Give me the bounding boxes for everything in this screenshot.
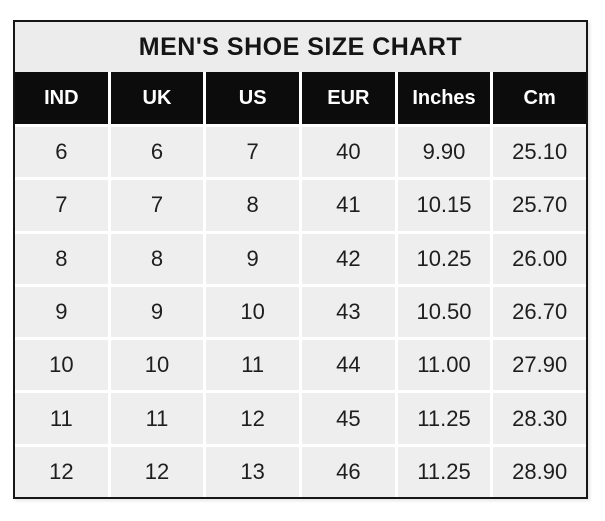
table-cell: 10 (15, 340, 108, 391)
table-cell: 45 (301, 393, 395, 444)
table-cell: 41 (301, 180, 395, 231)
table-cell: 12 (110, 446, 204, 497)
column-header-us: US (206, 72, 299, 124)
column-header-inches: Inches (397, 72, 491, 124)
column-header-ind: IND (15, 72, 108, 124)
table-cell: 40 (301, 127, 395, 178)
table-cell: 9 (206, 233, 299, 284)
table-cell: 8 (15, 233, 108, 284)
table-cell: 10 (110, 340, 204, 391)
table-cell: 8 (206, 180, 299, 231)
table-cell: 11 (15, 393, 108, 444)
table-cell: 13 (206, 446, 299, 497)
table-cell: 6 (15, 127, 108, 178)
table-cell: 28.30 (493, 393, 586, 444)
column-header-eur: EUR (301, 72, 395, 124)
table-cell: 7 (15, 180, 108, 231)
shoe-size-chart: MEN'S SHOE SIZE CHART IND UK US EUR Inches Cm… (13, 20, 588, 499)
table-cell: 43 (301, 286, 395, 338)
table-cell: 7 (110, 180, 204, 231)
table-cell: 11 (110, 393, 204, 444)
table-cell: 44 (301, 340, 395, 391)
table-cell: 25.70 (493, 180, 586, 231)
table-cell: 9 (110, 286, 204, 338)
table-cell: 42 (301, 233, 395, 284)
table-cell: 11.25 (397, 393, 491, 444)
table-cell: 10 (206, 286, 299, 338)
table-cell: 8 (110, 233, 204, 284)
table-cell: 26.00 (493, 233, 586, 284)
size-table: IND UK US EUR Inches Cm 6 6 7 40 9.90 25.10 7 7 8 41 10.… (15, 72, 586, 497)
table-cell: 7 (206, 127, 299, 178)
table-cell: 12 (206, 393, 299, 444)
table-cell: 10.50 (397, 286, 491, 338)
table-cell: 27.90 (493, 340, 586, 391)
column-header-cm: Cm (493, 72, 586, 124)
table-cell: 11.00 (397, 340, 491, 391)
table-cell: 11 (206, 340, 299, 391)
table-cell: 11.25 (397, 446, 491, 497)
table-cell: 9 (15, 286, 108, 338)
table-cell: 6 (110, 127, 204, 178)
column-header-uk: UK (110, 72, 204, 124)
chart-title: MEN'S SHOE SIZE CHART (15, 22, 586, 72)
table-cell: 10.25 (397, 233, 491, 284)
table-cell: 26.70 (493, 286, 586, 338)
table-cell: 9.90 (397, 127, 491, 178)
table-cell: 10.15 (397, 180, 491, 231)
table-cell: 12 (15, 446, 108, 497)
table-cell: 25.10 (493, 127, 586, 178)
table-cell: 46 (301, 446, 395, 497)
table-cell: 28.90 (493, 446, 586, 497)
